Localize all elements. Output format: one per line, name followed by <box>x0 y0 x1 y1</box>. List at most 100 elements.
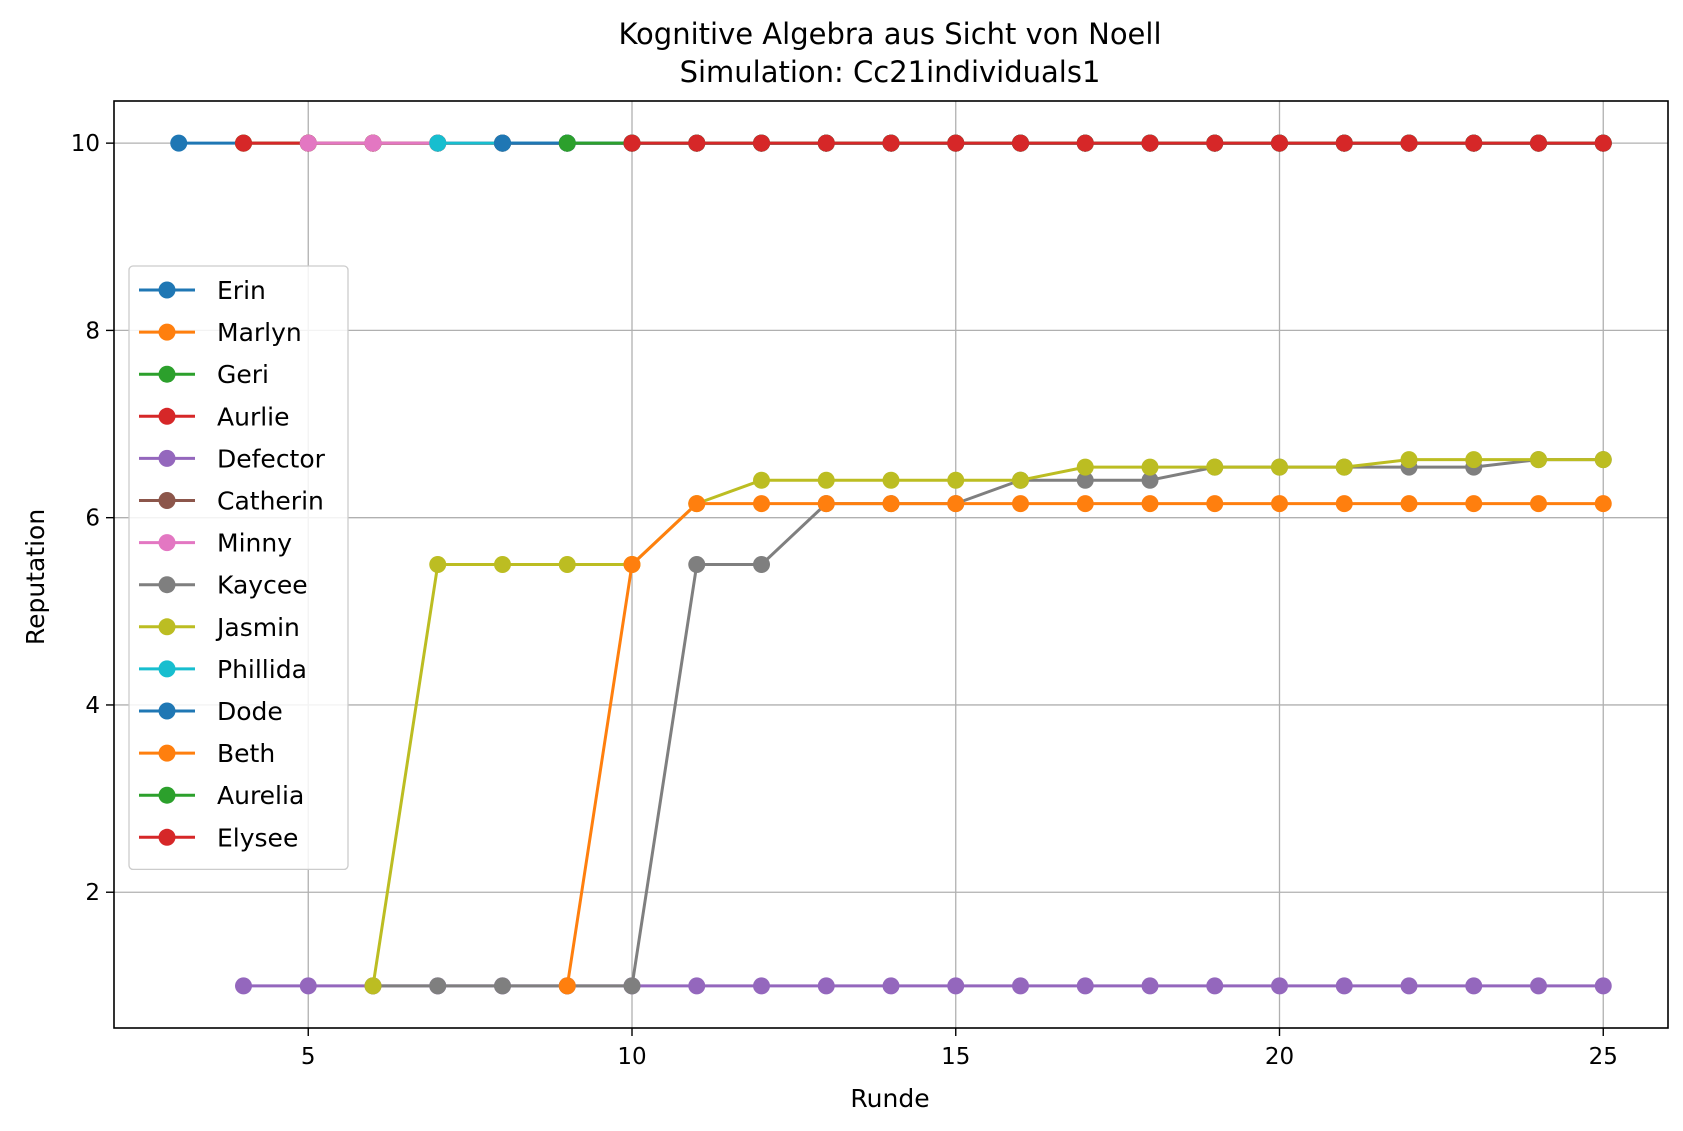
data-point <box>623 977 641 995</box>
y-tick-label: 6 <box>85 506 100 532</box>
data-point <box>1012 977 1029 995</box>
y-tick-label: 10 <box>71 131 100 157</box>
y-tick-label: 8 <box>85 318 100 344</box>
legend-swatch-marker <box>158 618 176 636</box>
data-point <box>364 977 382 995</box>
legend-label: Phillida <box>217 655 307 684</box>
data-point <box>623 134 641 152</box>
data-point <box>1076 495 1094 513</box>
data-point <box>235 134 252 152</box>
data-point <box>1400 134 1418 152</box>
data-point <box>1271 458 1288 476</box>
chart-subtitle: Simulation: Cc21individuals1 <box>680 55 1101 89</box>
data-point <box>947 471 965 489</box>
data-point <box>688 556 706 573</box>
data-point <box>1400 451 1418 469</box>
data-point <box>1012 134 1029 152</box>
data-point <box>494 556 511 573</box>
data-point <box>882 471 900 489</box>
legend-label: Catherin <box>217 487 324 516</box>
data-point <box>1335 458 1353 476</box>
legend-item: Dode <box>139 697 283 726</box>
data-point <box>1012 471 1029 489</box>
data-point <box>1594 134 1612 152</box>
legend-swatch-marker <box>158 576 176 594</box>
data-point <box>1141 471 1159 489</box>
data-point <box>623 556 641 573</box>
data-point <box>1271 977 1288 995</box>
legend-swatch-marker <box>158 323 176 341</box>
data-point <box>1206 977 1224 995</box>
data-point <box>429 977 447 995</box>
legend-swatch-marker <box>158 534 176 552</box>
legend-swatch-marker <box>158 407 176 425</box>
data-point <box>558 134 576 152</box>
data-point <box>364 134 382 152</box>
legend-item: Defector <box>139 444 326 473</box>
legend-swatch-marker <box>158 744 176 762</box>
x-tick-label: 10 <box>617 1044 646 1070</box>
data-point <box>299 134 317 152</box>
y-tick-label: 2 <box>85 880 100 906</box>
data-point <box>753 556 770 573</box>
plot-frame <box>113 100 1669 1029</box>
data-point <box>299 977 317 995</box>
legend-label: Jasmin <box>215 613 300 642</box>
legend-item: Geri <box>139 360 269 389</box>
data-point <box>753 134 770 152</box>
data-point <box>817 977 835 995</box>
legend-swatch-marker <box>158 828 176 846</box>
data-point <box>1530 134 1547 152</box>
data-point <box>1076 458 1094 476</box>
y-tick-label: 4 <box>85 693 100 719</box>
legend-label: Minny <box>217 529 292 558</box>
legend-label: Aurlie <box>217 402 290 431</box>
data-point <box>1335 134 1353 152</box>
legend-swatch-marker <box>158 702 176 720</box>
legend-swatch-marker <box>158 449 176 467</box>
series-line <box>371 458 1604 987</box>
x-tick-label: 25 <box>1589 1044 1618 1070</box>
data-point <box>1141 134 1159 152</box>
data-point <box>235 977 252 995</box>
data-point <box>1594 495 1612 513</box>
series-elysee <box>623 134 1612 152</box>
data-point <box>1465 495 1483 513</box>
legend-swatch-marker <box>158 492 176 509</box>
data-point <box>947 977 965 995</box>
data-point <box>1271 134 1288 152</box>
data-point <box>558 556 576 573</box>
x-tick-label: 20 <box>1265 1044 1294 1070</box>
data-point <box>1076 977 1094 995</box>
data-point <box>753 495 770 513</box>
series-line <box>373 458 1604 988</box>
legend-label: Beth <box>217 739 275 768</box>
data-point <box>1594 977 1612 995</box>
legend-swatch-marker <box>158 660 176 678</box>
y-axis-label: Reputation <box>21 509 50 645</box>
legend-item: Jasmin <box>139 613 300 642</box>
data-point <box>1206 458 1224 476</box>
data-point <box>1400 495 1418 513</box>
data-point <box>1271 495 1288 513</box>
data-point <box>1141 495 1159 513</box>
legend-item: Phillida <box>139 655 307 684</box>
data-point <box>882 977 900 995</box>
legend-item: Beth <box>139 739 275 768</box>
data-point <box>1530 451 1547 469</box>
data-point <box>753 471 770 489</box>
legend-swatch-marker <box>158 786 176 804</box>
x-tick-label: 15 <box>941 1044 970 1070</box>
data-point <box>947 495 965 513</box>
data-point <box>1141 458 1159 476</box>
data-point <box>817 471 835 489</box>
legend-swatch-marker <box>158 281 176 299</box>
data-point <box>1465 134 1483 152</box>
legend-item: Marlyn <box>139 318 302 347</box>
data-point <box>1076 471 1094 489</box>
data-point <box>1076 134 1094 152</box>
series-beth <box>558 495 1612 995</box>
data-point <box>688 495 706 513</box>
data-point <box>1465 977 1483 995</box>
data-point <box>1335 495 1353 513</box>
